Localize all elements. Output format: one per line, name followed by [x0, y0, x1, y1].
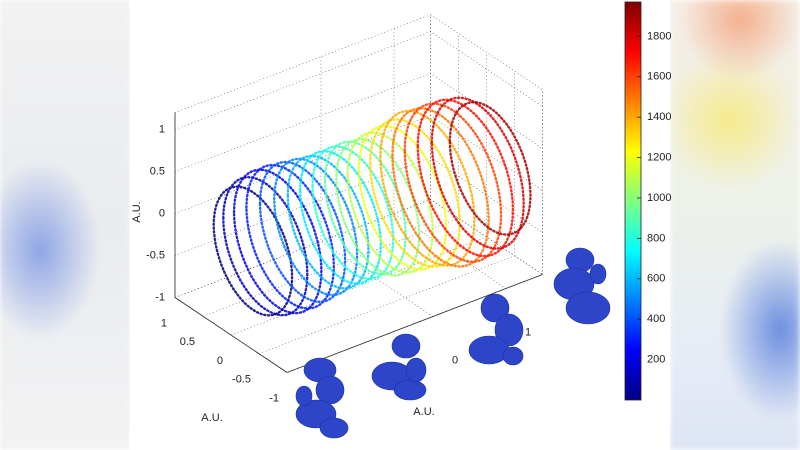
x-axis-label: A.U.	[201, 412, 222, 424]
colorbar-tick-label: 800	[647, 232, 665, 244]
y-tick-label: 1	[525, 326, 531, 338]
point-ring	[448, 100, 532, 236]
x-tick-label: -1	[269, 392, 279, 404]
colorbar-tick-label: 1000	[647, 192, 671, 204]
y-axis-label: A.U.	[413, 406, 434, 418]
colorbar-tick-label: 1800	[647, 30, 671, 42]
z-axis-label: A.U.	[131, 201, 143, 222]
colorbar-tick-label: 1400	[647, 111, 671, 123]
colorbar-tick-label: 200	[647, 354, 665, 366]
z-tick-label: -0.5	[146, 249, 165, 261]
point-cloud	[212, 96, 532, 317]
point-ring	[212, 185, 294, 317]
point-ring	[245, 163, 336, 310]
point-ring	[311, 145, 395, 281]
z-tick-label: 0	[159, 207, 165, 219]
colorbar-tick-label: 600	[647, 273, 665, 285]
grid-line	[174, 14, 431, 113]
point-ring	[430, 96, 525, 250]
colorbar-gradient	[624, 1, 642, 401]
point-ring	[391, 107, 490, 268]
point-ring	[416, 98, 515, 258]
point-ring	[273, 157, 359, 297]
x-tick-label: 0	[217, 355, 223, 367]
point-ring	[232, 168, 323, 315]
x-tick-label: 1	[161, 317, 167, 329]
z-tick-label: 1	[159, 123, 165, 135]
point-ring	[299, 149, 383, 285]
colorbar-tick-label: 400	[647, 313, 665, 325]
point-ring	[286, 154, 370, 290]
z-tick-label: 0.5	[150, 165, 165, 177]
y-tick-label: 0	[452, 354, 458, 366]
grid-line	[286, 89, 543, 373]
colorbar: 200 400 600 800 1000 1200 1400 1600 1800	[624, 1, 671, 401]
point-ring	[379, 109, 476, 267]
blurred-background	[670, 0, 800, 450]
x-tick-label: -0.5	[232, 374, 251, 386]
grid-line	[258, 70, 515, 355]
x-tick-label: 0.5	[180, 336, 195, 348]
colorbar-tick-label: 1200	[647, 151, 671, 163]
z-tick-label: -1	[155, 291, 165, 303]
point-ring	[403, 102, 503, 264]
grid-line	[430, 14, 543, 90]
protein-structures	[295, 247, 611, 439]
point-ring	[258, 160, 347, 304]
colorbar-tick-label: 1600	[647, 71, 671, 83]
blurred-background	[0, 0, 130, 450]
